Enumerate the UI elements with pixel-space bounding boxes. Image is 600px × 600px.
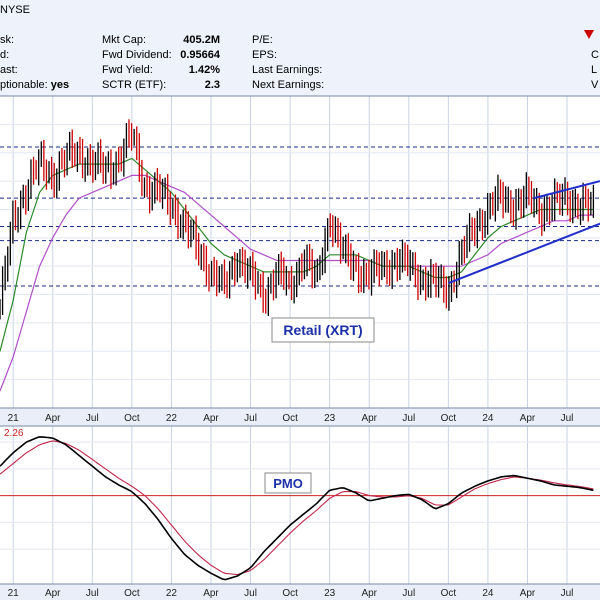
next-earnings-label: Next Earnings: bbox=[252, 79, 325, 91]
fwd-dividend-value: 0.95664 bbox=[180, 49, 220, 61]
price-plot-area bbox=[0, 96, 600, 408]
mkt-cap-value: 405.2M bbox=[183, 34, 220, 46]
pmo-x-tick-label: Oct bbox=[282, 588, 298, 599]
left-label-3: ptionable: bbox=[0, 79, 48, 91]
price-label: Retail (XRT) bbox=[283, 322, 362, 338]
pmo-x-tick-label: Oct bbox=[441, 588, 457, 599]
price-x-tick-label: 22 bbox=[166, 413, 178, 424]
fwd-yield-value: 1.42% bbox=[188, 64, 220, 76]
last-earnings-label: Last Earnings: bbox=[252, 64, 323, 76]
right-edge-2: V bbox=[591, 79, 599, 91]
pmo-x-tick-label: Jul bbox=[86, 588, 99, 599]
red-indicator-icon bbox=[584, 30, 594, 39]
mid-labels: Mkt Cap: Fwd Dividend: Fwd Yield: SCTR (… bbox=[102, 33, 172, 93]
price-x-tick-label: Oct bbox=[282, 413, 298, 424]
right-labels: P/E: EPS: Last Earnings: Next Earnings: bbox=[252, 33, 324, 93]
pmo-label-box bbox=[264, 472, 312, 494]
pmo-x-tick-label: Apr bbox=[520, 588, 536, 599]
right-edge-1: L bbox=[591, 64, 598, 76]
info-header: NYSE sk: d: ast: ptionable: yes Mkt Cap:… bbox=[0, 0, 600, 95]
eps-label: EPS: bbox=[252, 49, 278, 61]
ma-purple-line bbox=[0, 174, 594, 392]
pmo-x-tick-label: Jul bbox=[402, 588, 415, 599]
mkt-cap-label: Mkt Cap: bbox=[102, 34, 147, 46]
price-x-tick-label: Jul bbox=[402, 413, 415, 424]
price-x-tick-label: 24 bbox=[482, 413, 494, 424]
right-edge-labels: C L V bbox=[591, 48, 599, 93]
pmo-x-tick-label: 22 bbox=[166, 588, 178, 599]
pmo-x-tick-label: 21 bbox=[8, 588, 20, 599]
price-label-box bbox=[271, 317, 375, 343]
price-x-tick-label: 21 bbox=[8, 413, 20, 424]
mid-values: 405.2M 0.95664 1.42% 2.3 bbox=[160, 33, 220, 93]
price-x-tick-label: Apr bbox=[520, 413, 536, 424]
price-x-tick-label: Jul bbox=[244, 413, 257, 424]
pmo-x-tick-label: 24 bbox=[482, 588, 494, 599]
pmo-x-tick-label: Oct bbox=[124, 588, 140, 599]
left-label-0: sk: bbox=[0, 34, 15, 46]
fwd-dividend-label: Fwd Dividend: bbox=[102, 49, 172, 61]
price-x-tick-label: Jul bbox=[561, 413, 574, 424]
left-label-1: d: bbox=[0, 49, 10, 61]
price-x-tick-label: Apr bbox=[361, 413, 377, 424]
pmo-x-tick-label: Jul bbox=[244, 588, 257, 599]
pmo-x-tick-label: Apr bbox=[203, 588, 219, 599]
trend-line-upper bbox=[533, 180, 600, 200]
left-column: sk: d: ast: ptionable: yes bbox=[0, 33, 69, 93]
pe-label: P/E: bbox=[252, 34, 273, 46]
pmo-top-value: 2.26 bbox=[4, 428, 24, 439]
price-x-tick-label: 23 bbox=[324, 413, 336, 424]
price-x-tick-label: Jul bbox=[86, 413, 99, 424]
pmo-plot-area bbox=[0, 426, 600, 584]
pmo-label: PMO bbox=[273, 476, 303, 491]
trend-line-lower bbox=[447, 222, 600, 285]
pmo-line bbox=[0, 436, 594, 581]
pmo-signal-line bbox=[0, 440, 594, 576]
pmo-x-tick-label: Apr bbox=[45, 588, 61, 599]
price-x-tick-label: Apr bbox=[203, 413, 219, 424]
price-x-tick-label: Apr bbox=[45, 413, 61, 424]
sctr-value: 2.3 bbox=[204, 79, 220, 91]
pmo-x-tick-label: 23 bbox=[324, 588, 336, 599]
left-label-2: ast: bbox=[0, 64, 18, 76]
sctr-label: SCTR (ETF): bbox=[102, 79, 167, 91]
price-x-tick-label: Oct bbox=[441, 413, 457, 424]
ticker-exchange: NYSE bbox=[0, 4, 30, 16]
price-x-tick-label: Oct bbox=[124, 413, 140, 424]
pmo-x-tick-label: Apr bbox=[361, 588, 377, 599]
right-edge-0: C bbox=[591, 49, 599, 61]
fwd-yield-label: Fwd Yield: bbox=[102, 64, 153, 76]
optionable-value: yes bbox=[50, 79, 70, 91]
pmo-x-tick-label: Jul bbox=[561, 588, 574, 599]
